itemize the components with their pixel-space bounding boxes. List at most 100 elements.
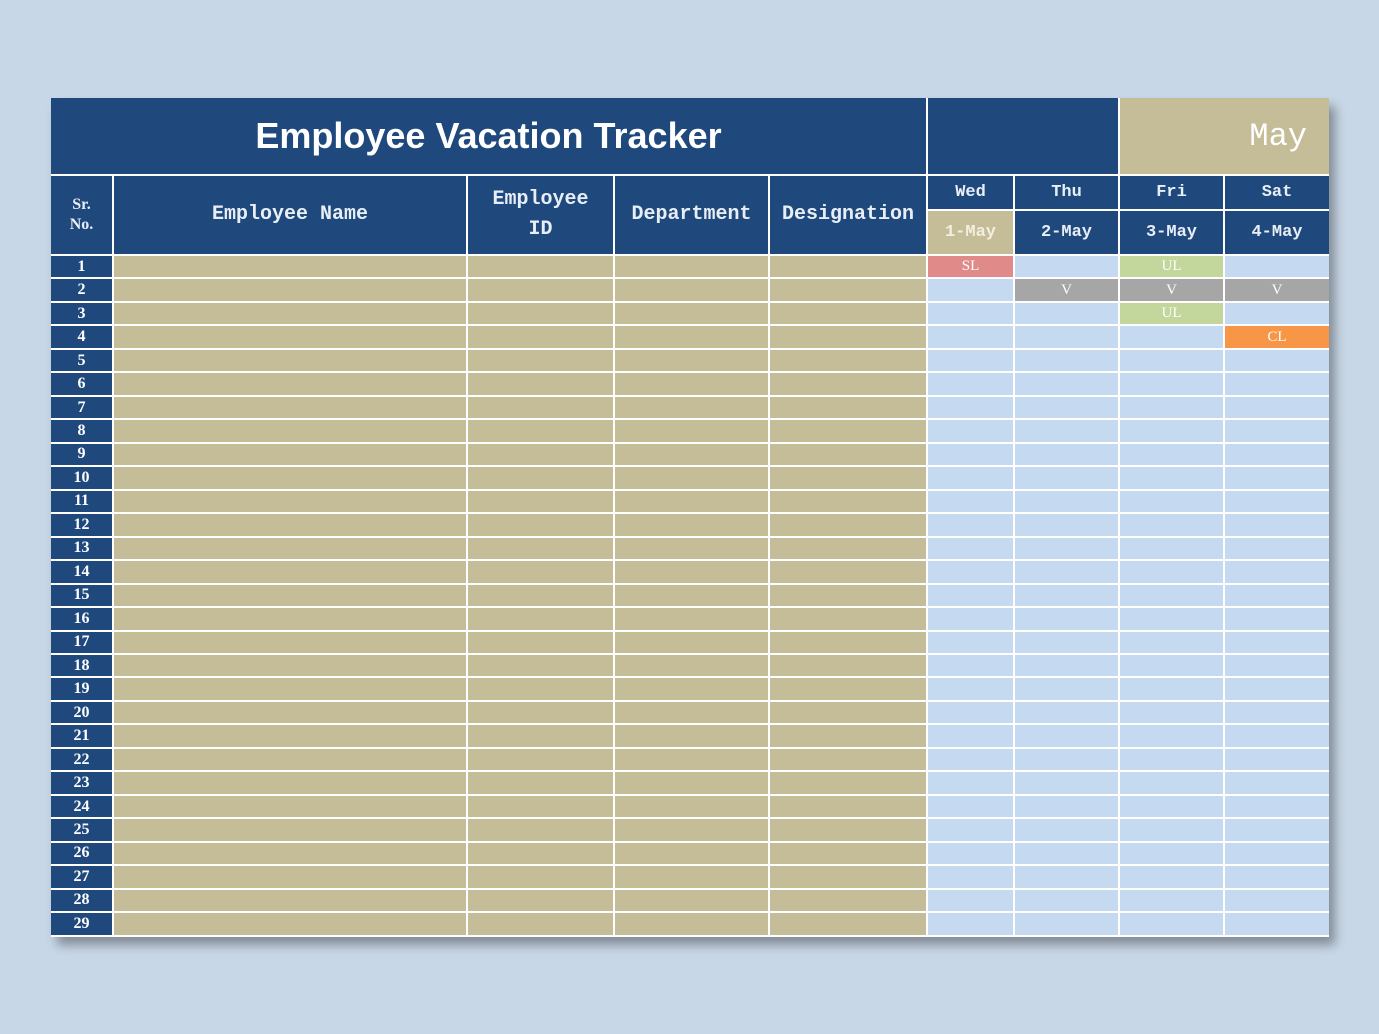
employee-id-cell[interactable] — [468, 561, 613, 583]
designation-cell[interactable] — [770, 326, 926, 348]
designation-cell[interactable] — [770, 772, 926, 794]
day-cell[interactable] — [1225, 913, 1329, 935]
employee-name-cell[interactable] — [114, 772, 466, 794]
employee-name-cell[interactable] — [114, 514, 466, 536]
employee-name-cell[interactable] — [114, 302, 466, 325]
employee-name-cell[interactable] — [114, 819, 466, 841]
day-cell[interactable] — [1225, 396, 1329, 419]
day-cell[interactable] — [1015, 326, 1118, 348]
day-cell[interactable] — [1120, 678, 1223, 700]
employee-id-cell[interactable] — [468, 256, 613, 278]
department-cell[interactable] — [615, 701, 768, 724]
employee-name-cell[interactable] — [114, 654, 466, 677]
day-cell[interactable] — [1015, 772, 1118, 794]
day-cell[interactable] — [1120, 608, 1223, 630]
day-cell[interactable] — [1015, 537, 1118, 560]
designation-cell[interactable] — [770, 514, 926, 536]
leave-badge-cl[interactable]: CL — [1225, 326, 1329, 348]
designation-cell[interactable] — [770, 631, 926, 653]
day-cell[interactable] — [1120, 420, 1223, 442]
day-cell[interactable] — [928, 654, 1013, 677]
department-cell[interactable] — [615, 373, 768, 395]
day-cell[interactable] — [1225, 561, 1329, 583]
day-cell[interactable] — [1015, 608, 1118, 630]
day-cell[interactable] — [928, 302, 1013, 325]
designation-cell[interactable] — [770, 725, 926, 747]
day-cell[interactable] — [1120, 631, 1223, 653]
employee-name-cell[interactable] — [114, 467, 466, 489]
employee-id-cell[interactable] — [468, 302, 613, 325]
employee-id-cell[interactable] — [468, 608, 613, 630]
day-cell[interactable] — [928, 842, 1013, 865]
day-cell[interactable] — [1120, 795, 1223, 818]
day-cell[interactable] — [928, 584, 1013, 607]
day-cell[interactable] — [928, 701, 1013, 724]
designation-cell[interactable] — [770, 467, 926, 489]
day-cell[interactable] — [928, 631, 1013, 653]
day-cell[interactable] — [1225, 772, 1329, 794]
designation-cell[interactable] — [770, 420, 926, 442]
day-cell[interactable] — [1015, 490, 1118, 513]
day-cell[interactable] — [1120, 396, 1223, 419]
leave-badge-sl[interactable]: SL — [928, 256, 1013, 278]
employee-id-cell[interactable] — [468, 678, 613, 700]
designation-cell[interactable] — [770, 396, 926, 419]
day-cell[interactable] — [1225, 866, 1329, 888]
department-cell[interactable] — [615, 654, 768, 677]
day-cell[interactable] — [1225, 889, 1329, 912]
day-cell[interactable] — [1225, 349, 1329, 372]
employee-id-cell[interactable] — [468, 396, 613, 419]
designation-cell[interactable] — [770, 561, 926, 583]
day-cell[interactable] — [928, 396, 1013, 419]
day-cell[interactable] — [928, 537, 1013, 560]
day-cell[interactable] — [928, 467, 1013, 489]
day-cell[interactable] — [928, 748, 1013, 771]
day-cell[interactable] — [1225, 631, 1329, 653]
day-cell[interactable] — [1120, 584, 1223, 607]
department-cell[interactable] — [615, 725, 768, 747]
day-cell[interactable] — [1015, 748, 1118, 771]
day-cell[interactable] — [1015, 819, 1118, 841]
designation-cell[interactable] — [770, 889, 926, 912]
day-cell[interactable] — [1015, 443, 1118, 466]
designation-cell[interactable] — [770, 654, 926, 677]
employee-name-cell[interactable] — [114, 490, 466, 513]
leave-badge-v[interactable]: V — [1225, 279, 1329, 301]
designation-cell[interactable] — [770, 701, 926, 724]
employee-id-cell[interactable] — [468, 866, 613, 888]
department-cell[interactable] — [615, 748, 768, 771]
day-cell[interactable] — [1225, 302, 1329, 325]
department-cell[interactable] — [615, 889, 768, 912]
day-cell[interactable] — [1015, 514, 1118, 536]
day-cell[interactable] — [1225, 467, 1329, 489]
employee-id-cell[interactable] — [468, 279, 613, 301]
department-cell[interactable] — [615, 349, 768, 372]
day-cell[interactable] — [1225, 748, 1329, 771]
day-cell[interactable] — [1120, 819, 1223, 841]
designation-cell[interactable] — [770, 748, 926, 771]
department-cell[interactable] — [615, 772, 768, 794]
day-cell[interactable] — [1015, 631, 1118, 653]
employee-name-cell[interactable] — [114, 561, 466, 583]
department-cell[interactable] — [615, 537, 768, 560]
department-cell[interactable] — [615, 866, 768, 888]
employee-id-cell[interactable] — [468, 842, 613, 865]
employee-name-cell[interactable] — [114, 795, 466, 818]
department-cell[interactable] — [615, 913, 768, 935]
designation-cell[interactable] — [770, 302, 926, 325]
day-cell[interactable] — [1120, 913, 1223, 935]
day-cell[interactable] — [1120, 326, 1223, 348]
day-cell[interactable] — [928, 725, 1013, 747]
day-cell[interactable] — [1120, 373, 1223, 395]
day-cell[interactable] — [1120, 514, 1223, 536]
employee-id-cell[interactable] — [468, 819, 613, 841]
department-cell[interactable] — [615, 420, 768, 442]
designation-cell[interactable] — [770, 913, 926, 935]
day-cell[interactable] — [928, 514, 1013, 536]
day-cell[interactable] — [1120, 561, 1223, 583]
designation-cell[interactable] — [770, 279, 926, 301]
day-cell[interactable] — [1120, 467, 1223, 489]
department-cell[interactable] — [615, 279, 768, 301]
employee-id-cell[interactable] — [468, 748, 613, 771]
department-cell[interactable] — [615, 490, 768, 513]
